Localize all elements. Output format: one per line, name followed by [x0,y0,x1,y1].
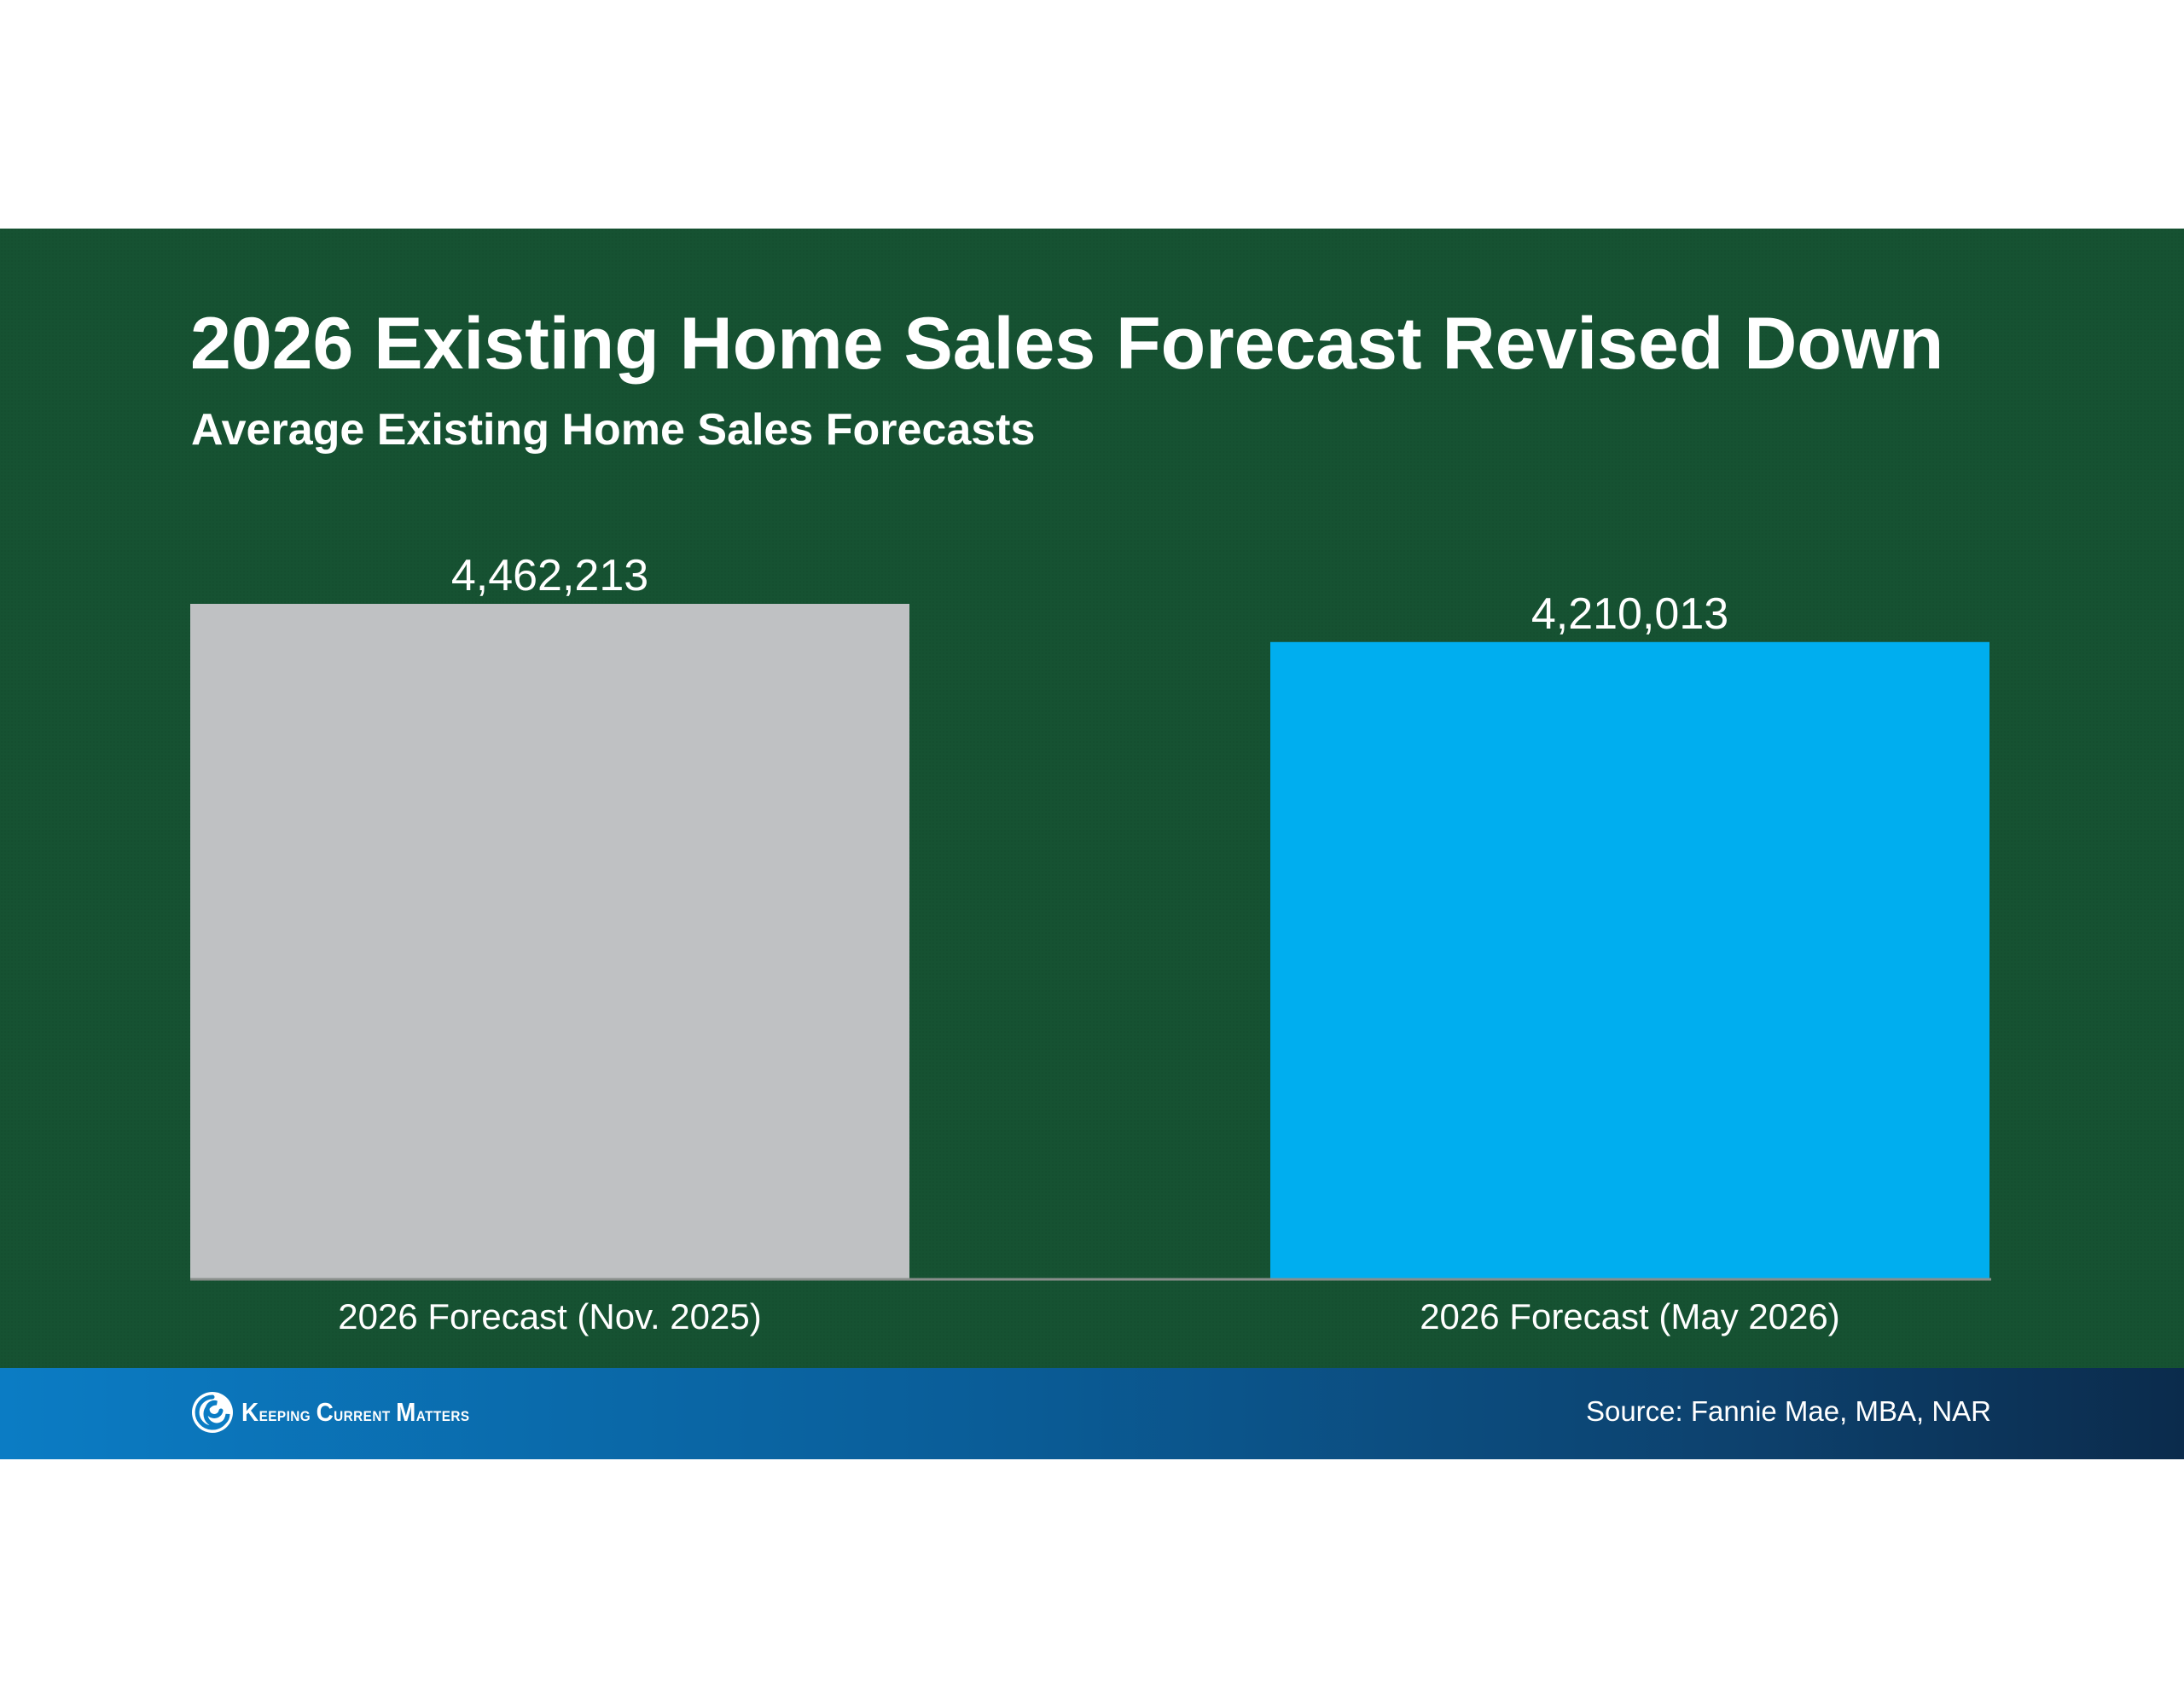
chart-title: 2026 Existing Home Sales Forecast Revise… [190,303,1944,385]
footer-bar: Keeping Current Matters Source: Fannie M… [0,1368,2184,1459]
bar-value-label: 4,210,013 [1531,589,1728,639]
bar-chart: 4,462,213 2026 Forecast (Nov. 2025) 4,210,… [190,551,1991,1336]
brand-logo-word: Keeping [241,1397,311,1427]
category-tick-label: 2026 Forecast (May 2026) [1420,1296,1840,1336]
source-note: Source: Fannie Mae, MBA, NAR [1585,1395,1991,1427]
brand-logo-word: Current [316,1397,391,1427]
brand-logo-text: Keeping Current Matters [241,1397,470,1428]
bar [190,604,909,1279]
brand-logo[interactable]: Keeping Current Matters [190,1388,495,1436]
chart-slide: 2026 Existing Home Sales Forecast Revise… [0,229,2184,1459]
category-tick-label: 2026 Forecast (Nov. 2025) [338,1296,761,1336]
bar [1270,641,1989,1279]
bars-group: 4,462,213 2026 Forecast (Nov. 2025) 4,210,… [190,551,1989,1336]
chart-subtitle: Average Existing Home Sales Forecasts [191,405,1036,455]
brand-logo-word: Matters [396,1397,470,1427]
keeping-current-matters-swirl-icon [192,1392,233,1433]
bar-value-label: 4,462,213 [451,551,648,600]
